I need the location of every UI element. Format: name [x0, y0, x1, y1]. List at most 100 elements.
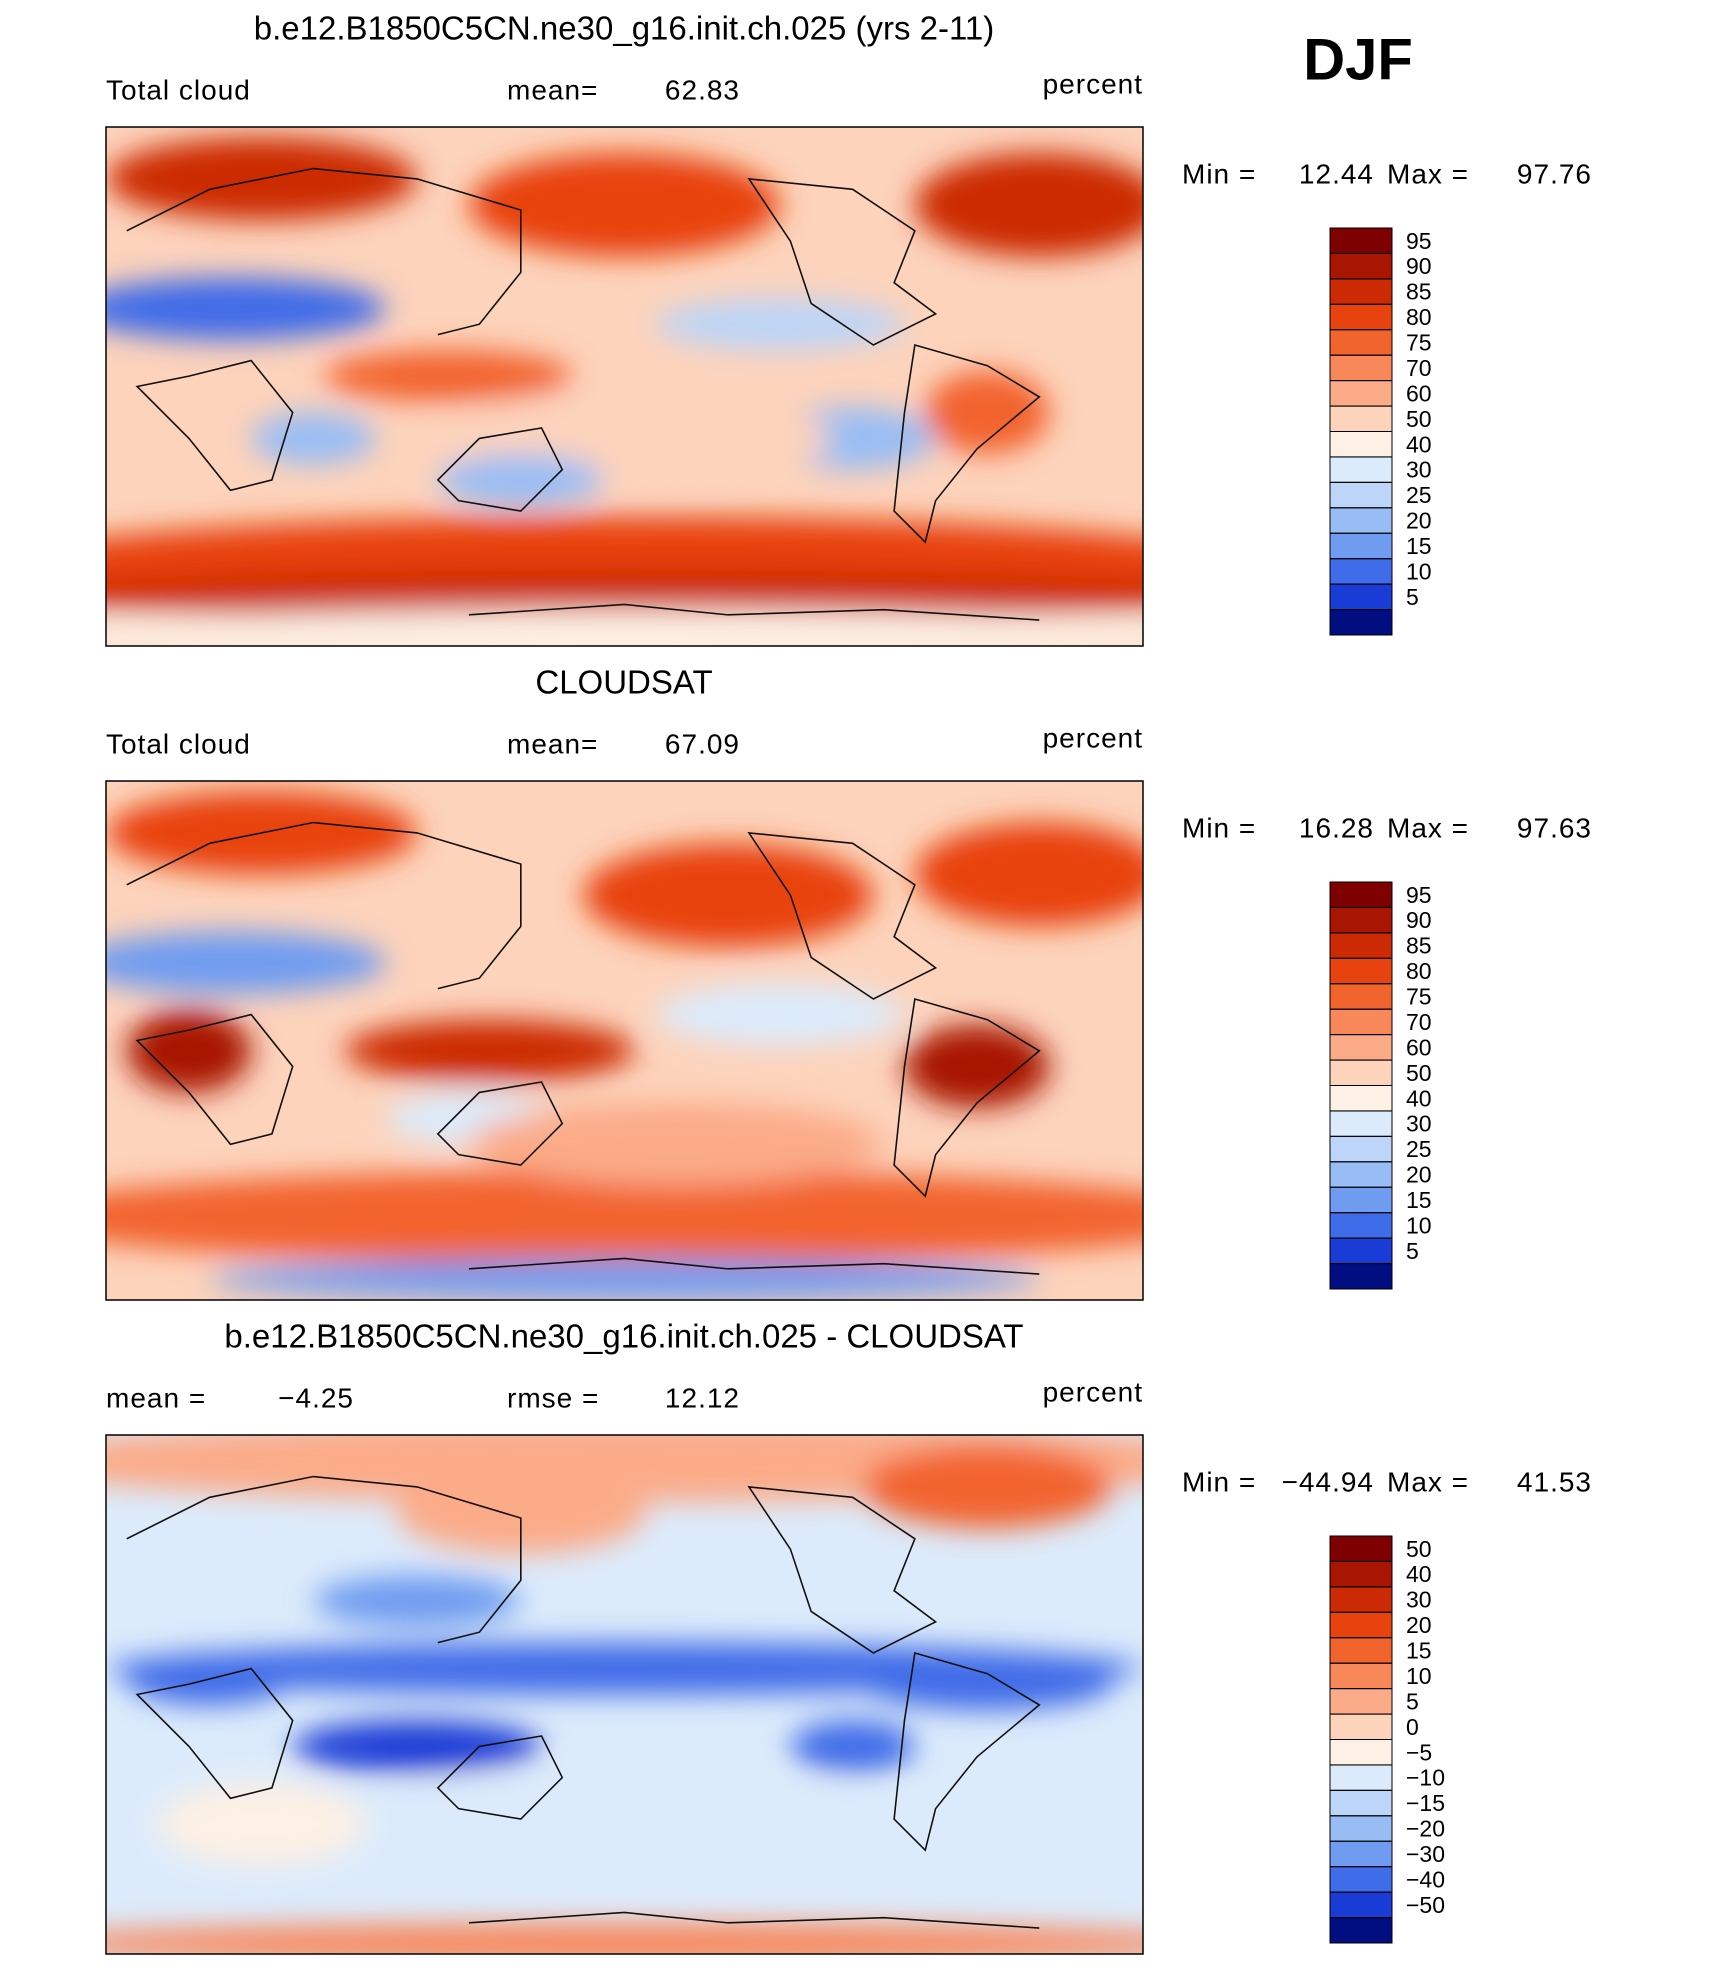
colorbar-box — [1329, 1186, 1393, 1214]
colorbar-label: 85 — [1406, 279, 1432, 305]
colorbar-box — [1329, 1713, 1393, 1740]
colorbar-label: 95 — [1406, 882, 1432, 908]
field-blob — [106, 568, 1143, 621]
center-label: rmse = — [507, 1382, 599, 1413]
field-blob — [106, 277, 386, 340]
coastline — [135, 1667, 294, 1800]
units: percent — [1043, 722, 1143, 753]
colorbar-label: 40 — [1406, 431, 1432, 457]
colorbar-label: 30 — [1406, 1111, 1432, 1137]
colorbar-label: 90 — [1406, 907, 1432, 933]
colorbar-label: −10 — [1406, 1765, 1445, 1791]
map-field — [106, 781, 1143, 1300]
colorbar-box — [1329, 1815, 1393, 1842]
units: percent — [1043, 68, 1143, 99]
min-value: 12.44 — [1299, 158, 1374, 189]
colorbar-box — [1329, 1059, 1393, 1086]
colorbar-label: 15 — [1406, 1638, 1432, 1664]
units: percent — [1043, 1376, 1143, 1407]
left-value: −4.25 — [278, 1382, 354, 1413]
colorbar-label: 15 — [1406, 533, 1432, 559]
colorbar-label: 5 — [1406, 1688, 1419, 1714]
colorbar-box — [1329, 1840, 1393, 1868]
colorbar-label: 80 — [1406, 958, 1432, 984]
field-blob — [344, 1019, 635, 1083]
colorbar-box — [1329, 1917, 1393, 1944]
colorbar-label: 10 — [1406, 1212, 1432, 1238]
colorbar-box — [1329, 1212, 1393, 1239]
colorbar-box — [1329, 1688, 1393, 1715]
colorbar-label: 70 — [1406, 1009, 1432, 1035]
colorbar-label: 80 — [1406, 304, 1432, 330]
field-blob — [655, 298, 905, 351]
colorbar-box — [1329, 1586, 1393, 1613]
colorbar-label: 20 — [1406, 1162, 1432, 1188]
min-value: −44.94 — [1282, 1466, 1374, 1497]
colorbar-label: 30 — [1406, 457, 1432, 483]
colorbar-label: −20 — [1406, 1816, 1445, 1842]
colorbar-box — [1329, 906, 1393, 934]
colorbar-label: 50 — [1406, 1060, 1432, 1086]
colorbar-box — [1329, 1764, 1393, 1791]
min-value: 16.28 — [1299, 812, 1374, 843]
field-blob — [313, 1772, 936, 1877]
min-label: Min = — [1182, 1466, 1256, 1497]
field-blob — [106, 931, 386, 994]
colorbar-label: 5 — [1406, 1238, 1419, 1264]
center-value: 62.83 — [665, 74, 740, 105]
colorbar-box — [1329, 354, 1393, 382]
colorbar-label: −5 — [1406, 1739, 1432, 1765]
colorbar-box — [1329, 252, 1393, 280]
map-field — [106, 127, 1143, 646]
coastline — [135, 1013, 294, 1146]
coastline — [468, 603, 1040, 621]
colorbar-box — [1329, 1611, 1393, 1639]
max-value: 97.63 — [1517, 812, 1592, 843]
coastline — [126, 1475, 522, 1644]
colorbar-label: 50 — [1406, 406, 1432, 432]
colorbar-box — [1329, 1008, 1393, 1036]
coastline — [468, 1257, 1040, 1275]
colorbar-box — [1329, 1085, 1393, 1112]
field-blob — [106, 1170, 1143, 1264]
colorbar-label: 40 — [1406, 1561, 1432, 1587]
colorbar-box — [1329, 507, 1393, 534]
colorbar-label: 85 — [1406, 933, 1432, 959]
panel-title: b.e12.B1850C5CN.ne30_g16.init.ch.025 - C… — [224, 1318, 1023, 1355]
colorbar-box — [1329, 431, 1393, 458]
center-label: mean= — [507, 74, 598, 105]
colorbar-box — [1329, 1135, 1393, 1163]
colorbar-box — [1329, 957, 1393, 985]
colorbar-box — [1329, 1535, 1393, 1562]
left-label: Total cloud — [106, 74, 251, 105]
colorbar-box — [1329, 227, 1393, 254]
field-blob — [925, 370, 1050, 454]
map-field — [106, 1435, 1143, 1954]
field-blob — [292, 1720, 542, 1773]
colorbar-box — [1329, 1739, 1393, 1766]
colorbar-label: 10 — [1406, 1663, 1432, 1689]
min-label: Min = — [1182, 812, 1256, 843]
coastline — [135, 359, 294, 492]
max-value: 97.76 — [1517, 158, 1592, 189]
field-blob — [437, 453, 604, 506]
blobs — [106, 791, 1143, 1300]
field-blob — [583, 843, 874, 948]
coastline — [468, 1911, 1040, 1929]
coastline — [747, 177, 938, 346]
coastline — [436, 1735, 564, 1820]
colorbar-label: −50 — [1406, 1892, 1445, 1918]
colorbar-label: 70 — [1406, 355, 1432, 381]
colorbar-box — [1329, 1789, 1393, 1817]
field-blob — [790, 1720, 915, 1773]
coastline — [126, 167, 522, 336]
colorbar-box — [1329, 1560, 1393, 1588]
colorbar-box — [1329, 1891, 1393, 1919]
panel-title: b.e12.B1850C5CN.ne30_g16.init.ch.025 (yr… — [254, 10, 995, 47]
map-frame — [105, 1434, 1144, 1955]
colorbar-box — [1329, 380, 1393, 407]
colorbar-box — [1329, 1637, 1393, 1664]
colorbar-box — [1329, 932, 1393, 959]
colorbar-label: −40 — [1406, 1866, 1445, 1892]
